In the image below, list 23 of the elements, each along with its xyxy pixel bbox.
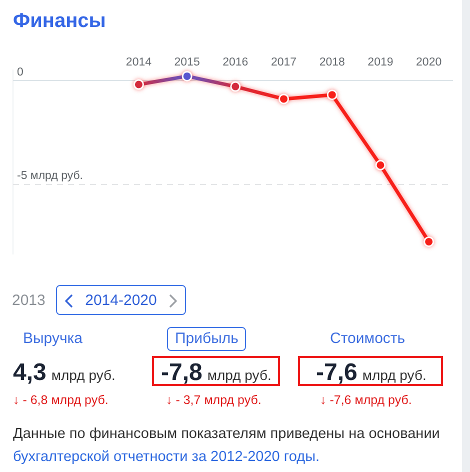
- text: бухгалтерской отчетности за 2012-2020 годы.: [13, 449, 320, 465]
- text: 4,3 млрд руб.: [13, 359, 116, 386]
- text: ↓ -7,6 млрд руб.: [320, 393, 412, 407]
- y-tick-label: 0: [17, 66, 24, 79]
- text: Данные по финансовым показателям приведены на основании: [13, 426, 440, 442]
- text: ↓ - 3,7 млрд руб.: [166, 393, 262, 407]
- text: Стоимость: [322, 327, 414, 351]
- text: ↓ - 6,8 млрд руб.: [13, 393, 108, 407]
- x-tick-label: 2018: [319, 56, 345, 68]
- text: -7,8 млрд руб.: [161, 359, 272, 386]
- x-tick-label: 2017: [270, 56, 297, 68]
- text: Прибыль: [167, 327, 246, 351]
- text: -7,6 млрд руб.: [316, 359, 426, 386]
- x-tick-label: 2016: [222, 56, 248, 68]
- y-tick-label: -5 млрд руб.: [17, 170, 84, 182]
- x-tick-label: 2014: [126, 56, 152, 68]
- text: 2013: [12, 292, 46, 310]
- x-tick-label: 2019: [368, 56, 394, 68]
- text: 2014-2020: [84, 292, 158, 309]
- x-tick-label: 2015: [174, 56, 200, 68]
- chart-title: Финансы: [13, 10, 106, 33]
- x-tick-label: 2020: [416, 56, 442, 68]
- text: Выручка: [15, 327, 91, 351]
